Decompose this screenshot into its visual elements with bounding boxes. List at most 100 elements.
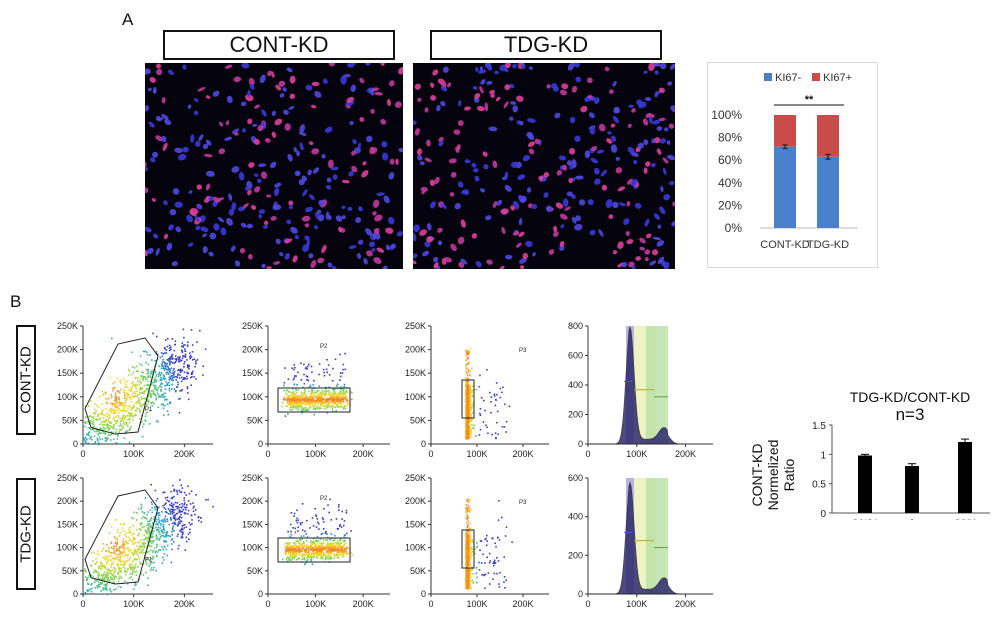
event-dot (294, 547, 296, 549)
event-dot (108, 550, 110, 552)
event-dot (128, 396, 131, 399)
event-dot (108, 443, 110, 445)
event-dot (301, 529, 304, 531)
event-dot (160, 379, 163, 381)
event-dot (309, 527, 311, 529)
event-dot (111, 569, 113, 571)
event-dot (180, 516, 183, 519)
event-dot (157, 517, 160, 519)
event-dot (181, 369, 184, 371)
nucleus (167, 69, 174, 76)
event-dot (178, 506, 180, 509)
event-dot (109, 572, 111, 574)
event-dot (479, 414, 482, 417)
nucleus (642, 118, 649, 126)
nucleus (648, 116, 653, 124)
event-dot (334, 401, 336, 403)
event-dot (131, 561, 134, 563)
event-dot (119, 422, 122, 425)
event-dot (150, 526, 152, 528)
event-dot (110, 439, 112, 441)
nucleus (348, 171, 354, 177)
nucleus (347, 63, 355, 68)
event-dot (313, 400, 315, 402)
event-dot (302, 535, 305, 537)
event-dot (122, 426, 125, 428)
event-dot (113, 399, 116, 402)
event-dot (115, 397, 117, 399)
event-dot (157, 551, 159, 553)
nucleus (186, 214, 193, 223)
event-dot (297, 549, 299, 552)
event-dot (286, 389, 289, 392)
event-dot (186, 378, 188, 380)
event-dot (106, 578, 109, 580)
nucleus (394, 101, 402, 108)
nucleus (368, 241, 376, 248)
event-dot (501, 391, 503, 394)
event-dot (316, 518, 319, 520)
event-dot (151, 511, 153, 514)
event-dot (149, 392, 151, 395)
event-dot (123, 397, 125, 399)
event-dot (175, 360, 177, 363)
event-dot (154, 394, 157, 397)
event-dot (303, 402, 305, 405)
event-dot (92, 421, 95, 424)
event-dot (187, 341, 189, 344)
event-dot (185, 494, 187, 496)
event-dot (158, 373, 160, 375)
event-dot (320, 557, 322, 559)
event-dot (119, 575, 121, 578)
event-dot (128, 374, 130, 376)
event-dot (469, 348, 472, 350)
y-tick-label: 150K (405, 519, 426, 529)
event-dot (178, 544, 180, 547)
y-tick-label: 250K (57, 321, 78, 331)
event-dot (344, 407, 347, 410)
event-dot (334, 358, 337, 361)
nucleus (340, 75, 347, 85)
event-dot (320, 533, 323, 536)
nucleus (623, 218, 630, 225)
event-dot (84, 416, 87, 418)
event-dot (141, 388, 143, 390)
event-dot (122, 419, 124, 421)
nucleus (288, 106, 295, 110)
event-dot (189, 352, 191, 354)
nucleus (522, 154, 530, 162)
event-dot (174, 514, 177, 516)
event-dot (176, 493, 179, 496)
nucleus (666, 140, 671, 145)
y-tick-label: 250K (57, 473, 78, 483)
x-tick-label: 0 (428, 599, 433, 609)
event-dot (301, 395, 304, 398)
event-dot (167, 534, 170, 537)
event-dot (135, 376, 137, 379)
event-dot (103, 558, 106, 561)
event-dot (110, 422, 113, 425)
nucleus (155, 115, 161, 121)
event-dot (113, 424, 115, 427)
event-dot (283, 384, 285, 387)
nucleus (286, 219, 292, 225)
event-dot (125, 422, 128, 424)
event-dot (177, 360, 180, 363)
event-dot (326, 371, 328, 374)
event-dot (177, 533, 179, 536)
nucleus (299, 124, 306, 133)
event-dot (332, 367, 334, 370)
event-dot (97, 575, 100, 578)
event-dot (286, 399, 289, 402)
nucleus (272, 204, 282, 211)
event-dot (155, 381, 157, 383)
event-dot (103, 556, 105, 559)
event-dot (102, 432, 105, 434)
event-dot (134, 584, 136, 587)
event-dot (337, 399, 340, 401)
event-dot (155, 518, 158, 521)
nucleus (554, 112, 561, 119)
event-dot (112, 426, 114, 428)
event-dot (159, 549, 162, 551)
nucleus (667, 154, 675, 161)
